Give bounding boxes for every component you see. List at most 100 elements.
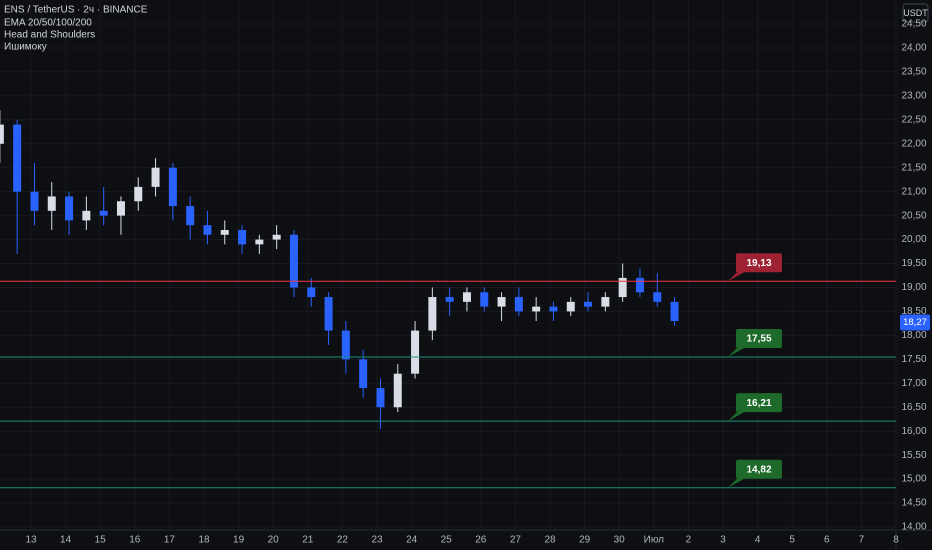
- level-label-tail: [728, 346, 746, 357]
- candle-body: [272, 234, 281, 240]
- candle-body: [549, 306, 558, 312]
- symbol-title: ENS / TetherUS · 2ч · BINANCE: [4, 5, 148, 16]
- currency-button[interactable]: [902, 3, 929, 23]
- x-tick-label: Июл: [644, 535, 664, 546]
- x-tick-label: 5: [789, 535, 795, 546]
- y-tick-label: 24,50: [901, 19, 926, 30]
- y-tick-label: 23,00: [901, 90, 926, 101]
- x-tick-label: 20: [268, 535, 280, 546]
- x-tick-label: 4: [755, 535, 761, 546]
- candle-body: [497, 297, 506, 307]
- candle-body: [359, 359, 368, 389]
- last-price-box: [900, 314, 930, 331]
- x-tick-label: 18: [198, 535, 210, 546]
- x-tick-label: 17: [164, 535, 176, 546]
- candle-body: [393, 373, 402, 408]
- level-label-tail: [728, 411, 746, 422]
- x-tick-label: 27: [510, 535, 522, 546]
- candle-body: [324, 297, 333, 331]
- x-tick-label: 19: [233, 535, 245, 546]
- y-tick-label: 18,00: [901, 330, 926, 341]
- x-tick-label: 3: [720, 535, 726, 546]
- candle-body: [445, 297, 454, 302]
- candle-body: [203, 225, 212, 235]
- y-tick-label: 17,00: [901, 378, 926, 389]
- level-label-tail: [728, 477, 746, 488]
- currency-label[interactable]: USDT: [903, 8, 928, 18]
- candle-body: [601, 297, 610, 307]
- y-tick-label: 23,50: [901, 67, 926, 78]
- candle-body: [289, 234, 298, 288]
- level-label-box: [736, 459, 782, 479]
- candle-body: [462, 292, 471, 302]
- y-tick-label: 16,50: [901, 402, 926, 413]
- x-tick-label: 25: [441, 535, 453, 546]
- level-label: 17,55: [746, 334, 771, 345]
- x-tick-label: 28: [544, 535, 556, 546]
- y-tick-label: 19,50: [901, 258, 926, 269]
- candle-body: [13, 124, 22, 192]
- candle-body: [168, 167, 177, 207]
- x-tick-label: 30: [614, 535, 626, 546]
- y-tick-label: 15,50: [901, 450, 926, 461]
- level-label-box: [736, 253, 782, 273]
- candle-body: [566, 301, 575, 312]
- x-tick-label: 6: [824, 535, 830, 546]
- candle-body: [411, 330, 420, 374]
- candle-body: [635, 277, 644, 293]
- candle-body: [532, 306, 541, 312]
- x-tick-label: 7: [859, 535, 865, 546]
- y-tick-label: 24,00: [901, 43, 926, 54]
- y-tick-label: 18,50: [901, 306, 926, 317]
- candle-body: [428, 297, 437, 331]
- candle-body: [480, 292, 489, 307]
- x-tick-label: 14: [60, 535, 72, 546]
- candle-body: [47, 196, 56, 211]
- candle-body: [82, 210, 91, 221]
- candle-body: [514, 297, 523, 312]
- candle-body: [220, 229, 229, 235]
- x-tick-label: 2: [686, 535, 692, 546]
- y-tick-label: 14,00: [901, 522, 926, 533]
- candle-body: [134, 186, 143, 202]
- candle-body: [255, 239, 264, 245]
- y-tick-label: 20,00: [901, 234, 926, 245]
- y-tick-label: 20,50: [901, 210, 926, 221]
- indicator-label: Ишимоку: [4, 42, 47, 53]
- level-label-tail: [728, 271, 746, 282]
- candle-body: [99, 210, 108, 216]
- candle-body: [65, 196, 74, 221]
- indicator-label: Head and Shoulders: [4, 30, 95, 41]
- y-tick-label: 14,50: [901, 498, 926, 509]
- level-label-box: [736, 393, 782, 413]
- candle-body: [341, 330, 350, 360]
- y-tick-label: 22,00: [901, 138, 926, 149]
- candle-body: [307, 287, 316, 298]
- y-tick-label: 21,00: [901, 186, 926, 197]
- level-label: 19,13: [746, 258, 771, 269]
- candle-body: [653, 292, 662, 302]
- candle-body: [618, 277, 627, 298]
- x-tick-label: 22: [337, 535, 349, 546]
- y-tick-label: 16,00: [901, 426, 926, 437]
- x-tick-label: 15: [95, 535, 107, 546]
- x-tick-label: 8: [893, 535, 899, 546]
- candle-body: [186, 206, 195, 226]
- x-tick-label: 23: [371, 535, 383, 546]
- candle-body: [670, 301, 679, 322]
- level-label-box: [736, 328, 782, 348]
- candle-body: [116, 201, 125, 216]
- y-tick-label: 19,00: [901, 282, 926, 293]
- candle-body: [151, 167, 160, 187]
- indicator-label: EMA 20/50/100/200: [4, 18, 92, 29]
- level-label: 14,82: [746, 464, 771, 475]
- x-tick-label: 21: [302, 535, 314, 546]
- x-tick-label: 13: [25, 535, 37, 546]
- last-price-label: 18,27: [903, 317, 927, 328]
- x-tick-label: 29: [579, 535, 591, 546]
- x-tick-label: 26: [475, 535, 487, 546]
- x-tick-label: 24: [406, 535, 418, 546]
- candle-body: [0, 124, 4, 144]
